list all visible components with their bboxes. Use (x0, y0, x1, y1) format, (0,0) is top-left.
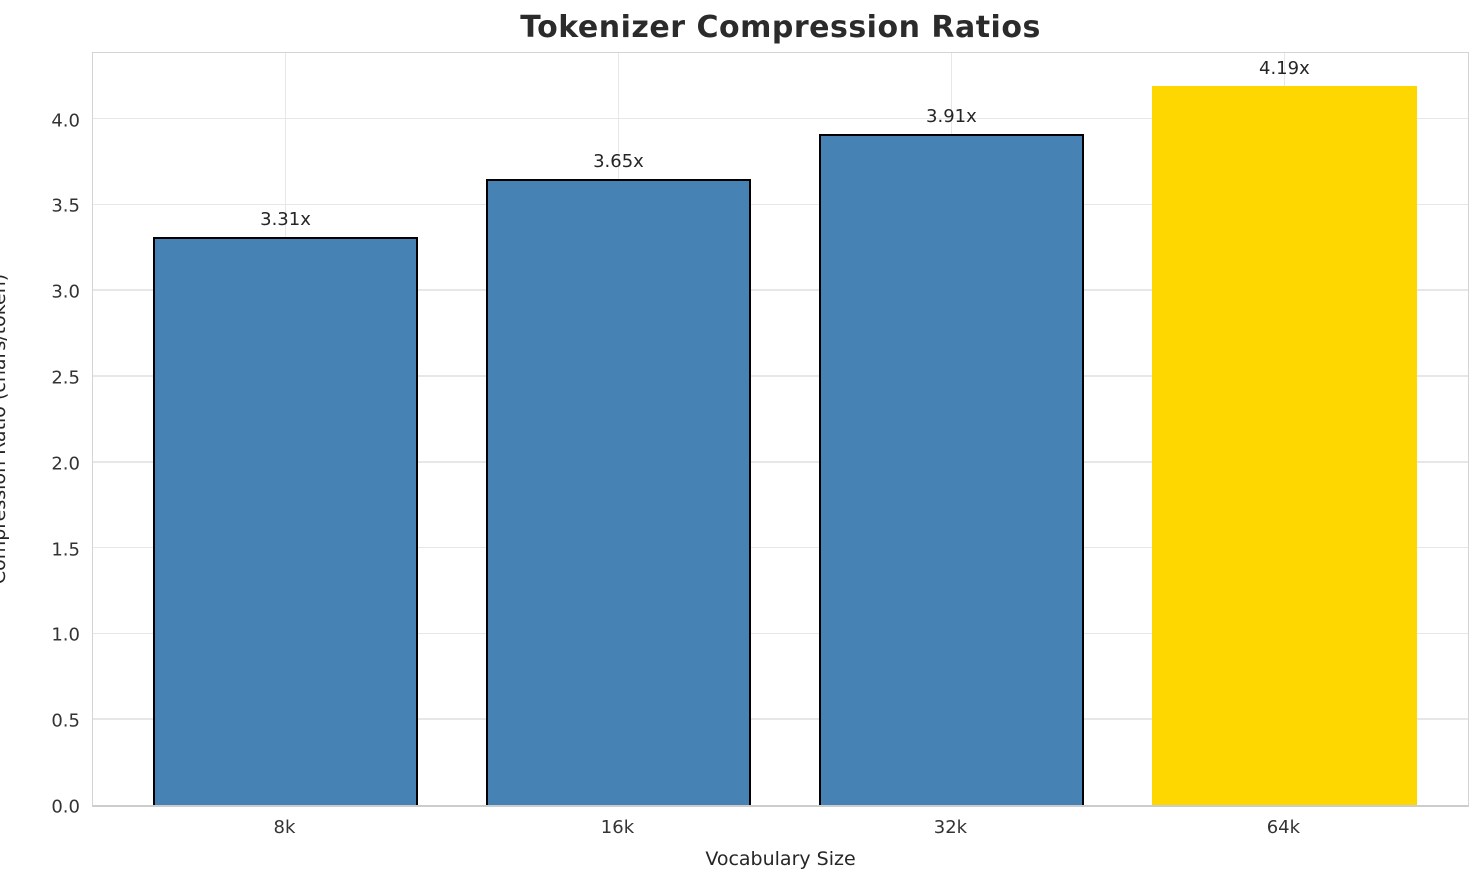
y-gridline (93, 203, 1468, 206)
y-tick-label: 2.5 (51, 367, 80, 389)
bar-8k (152, 237, 419, 805)
y-tick-label: 1.5 (51, 539, 80, 561)
y-axis-label: Compression Ratio (chars/token) (0, 273, 10, 585)
y-gridline (93, 632, 1468, 635)
y-gridline (93, 546, 1468, 549)
bar-value-label: 3.65x (593, 150, 644, 172)
y-tick-label: 1.0 (51, 624, 80, 646)
x-tick-label: 16k (600, 817, 635, 838)
y-gridline (93, 718, 1468, 720)
bar-16k (485, 178, 751, 805)
y-gridline (93, 375, 1468, 377)
x-axis-label: Vocabulary Size (705, 848, 856, 870)
bar-value-label: 3.31x (260, 209, 311, 231)
chart-title: Tokenizer Compression Ratios (520, 10, 1041, 45)
y-tick-label: 4.0 (51, 110, 80, 132)
y-tick-label: 2.0 (51, 453, 80, 475)
y-gridline (93, 461, 1468, 463)
y-gridline (93, 289, 1468, 291)
bar-value-label: 3.91x (926, 106, 977, 128)
y-tick-label: 0.5 (51, 710, 80, 732)
y-tick-label: 3.0 (51, 281, 80, 303)
y-tick-label: 3.5 (51, 195, 80, 217)
bar-64k (1151, 86, 1417, 805)
bar-value-label: 4.19x (1259, 58, 1310, 80)
y-tick-label: 0.0 (51, 796, 80, 818)
y-gridline (93, 117, 1468, 120)
x-tick-label: 8k (273, 817, 296, 838)
bar-32k (818, 134, 1084, 805)
x-tick-label: 64k (1266, 817, 1301, 838)
plot-area: 3.31x 3.65x 3.91x 4.19x (92, 52, 1469, 807)
x-tick-label: 32k (933, 817, 968, 838)
